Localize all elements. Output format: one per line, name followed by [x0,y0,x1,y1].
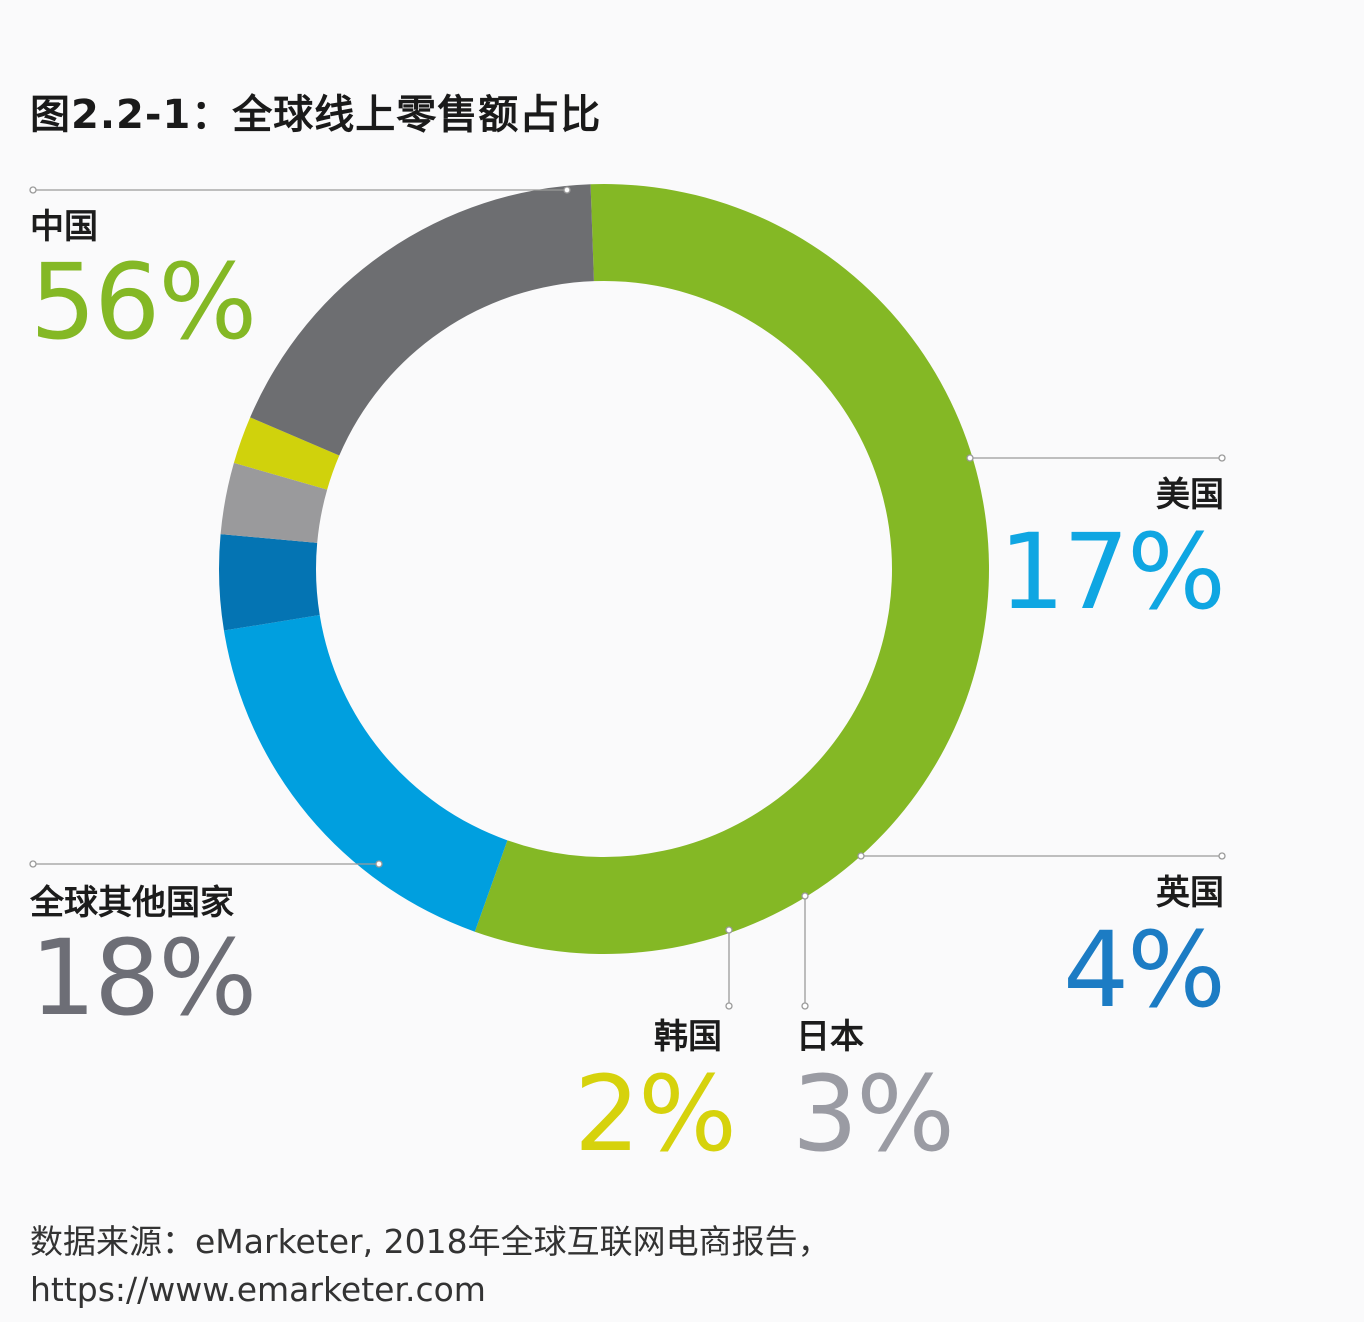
label-rest-value: 18% [30,917,257,1039]
leader-uk-dot-1 [1218,852,1226,860]
leader-uk-dot-0 [857,852,865,860]
label-japan-name: 日本 [796,1017,864,1057]
leader-china-dot-0 [29,186,37,194]
leader-china-dot-1 [563,186,571,194]
leader-japan-dot-1 [801,1002,809,1010]
leader-usa-dot-0 [966,454,974,462]
leader-usa-dot-1 [1218,454,1226,462]
leader-rest-dot-1 [375,860,383,868]
slice-2 [219,534,320,631]
leader-korea-dot-1 [725,1002,733,1010]
label-uk-name: 英国 [1156,873,1224,913]
label-japan-value: 3% [792,1053,955,1175]
source-note: 数据来源：eMarketer, 2018年全球互联网电商报告， https://… [30,1218,831,1314]
label-usa-value: 17% [998,511,1226,633]
leader-rest-dot-0 [29,860,37,868]
source-line-1: 数据来源：eMarketer, 2018年全球互联网电商报告， [30,1222,831,1261]
label-korea-value: 2% [574,1053,737,1175]
label-china-value: 56% [30,241,257,363]
slice-5 [250,184,594,456]
label-rest-name: 全球其他国家 [30,883,234,923]
label-uk-value: 4% [1063,909,1226,1031]
slice-1 [223,615,508,932]
slice-4 [233,417,340,490]
leader-japan-dot-0 [801,892,809,900]
label-korea-name: 韩国 [654,1017,722,1057]
label-china-name: 中国 [30,207,98,247]
slice-3 [220,462,328,543]
leader-korea-dot-0 [725,926,733,934]
chart-title: 图2.2-1：全球线上零售额占比 [30,92,602,138]
source-line-2: https://www.emarketer.com [30,1270,486,1309]
label-usa-name: 美国 [1156,475,1224,515]
slice-0 [474,184,989,954]
